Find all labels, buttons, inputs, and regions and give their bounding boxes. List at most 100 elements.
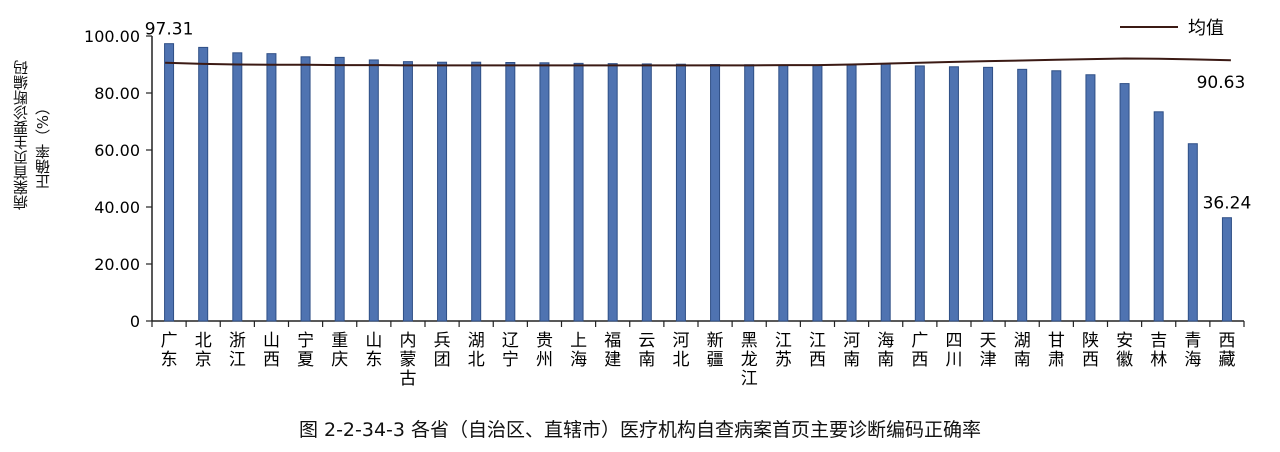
- x-tick-label: 夏: [297, 350, 314, 370]
- x-tick-label: 河: [672, 331, 689, 351]
- x-tick-label: 青: [1184, 331, 1201, 351]
- bar: [744, 64, 755, 322]
- x-tick-label: 林: [1150, 350, 1167, 370]
- axes: 0 20.00 40.00 60.00 80.00 100.00: [84, 27, 1245, 331]
- x-tick-label: 四: [945, 331, 962, 351]
- bar: [914, 65, 925, 322]
- bar: [300, 56, 311, 322]
- bar: [437, 61, 448, 322]
- x-tick-label: 辽: [502, 331, 519, 351]
- y-axis-label-line1: 病案首页主要诊断编码: [12, 60, 30, 210]
- x-tick-label: 福: [604, 331, 621, 351]
- bar: [1085, 74, 1096, 322]
- y-axis-label: 病案首页主要诊断编码 正确率（%）: [8, 60, 58, 300]
- x-tick-label: 北: [672, 350, 689, 370]
- legend: 均值: [1120, 18, 1224, 39]
- x-tick-label: 宁: [297, 331, 314, 351]
- legend-label: 均值: [1188, 18, 1224, 39]
- x-tick-label: 江: [229, 350, 246, 370]
- x-tick-label: 团: [434, 350, 451, 370]
- x-tick-label: 西: [911, 350, 928, 370]
- labels: 广东北京浙江山西宁夏重庆山东内蒙古兵团湖北辽宁贵州上海福建云南河北新疆黑龙江江苏…: [145, 20, 1252, 389]
- x-tick-label: 黑: [741, 331, 758, 351]
- x-tick-label: 古: [399, 369, 416, 389]
- bar: [471, 61, 482, 322]
- bar: [232, 52, 243, 322]
- y-tick-label: 100.00: [84, 27, 140, 46]
- bar: [880, 63, 891, 322]
- x-tick-label: 浙: [229, 331, 246, 351]
- x-tick-label: 河: [843, 331, 860, 351]
- bar: [948, 66, 959, 322]
- y-tick-label: 20.00: [94, 255, 140, 274]
- bars: [164, 43, 1232, 322]
- x-tick-label: 吉: [1150, 331, 1167, 351]
- bar: [1187, 143, 1198, 322]
- bar: [1017, 68, 1028, 322]
- x-tick-label: 山: [365, 331, 382, 351]
- x-tick-label: 南: [638, 350, 655, 370]
- bar: [368, 59, 379, 322]
- x-tick-label: 新: [707, 331, 724, 351]
- x-tick-label: 苏: [775, 350, 792, 370]
- x-tick-label: 江: [741, 369, 758, 389]
- x-tick-label: 广: [161, 331, 178, 351]
- bar: [846, 64, 857, 322]
- x-tick-label: 安: [1116, 331, 1133, 351]
- mean-line-layer: [165, 57, 1231, 67]
- data-label-last: 36.24: [1203, 194, 1252, 214]
- bar: [198, 46, 209, 322]
- x-tick-label: 陕: [1082, 331, 1099, 351]
- bar: [402, 61, 413, 322]
- x-tick-label: 西: [263, 350, 280, 370]
- chart-title: 图 2-2-34-3 各省（自治区、直辖市）医疗机构自查病案首页主要诊断编码正确…: [298, 419, 982, 441]
- x-tick-label: 北: [468, 350, 485, 370]
- x-tick-label: 江: [809, 331, 826, 351]
- x-tick-label: 肃: [1048, 350, 1065, 370]
- bar: [1051, 70, 1062, 322]
- x-tick-label: 湖: [1014, 331, 1031, 351]
- mean-line: [165, 57, 1231, 67]
- bar: [539, 62, 550, 322]
- y-tick-label: 60.00: [94, 141, 140, 160]
- x-tick-label: 重: [331, 331, 348, 351]
- x-tick-label: 海: [1184, 350, 1201, 370]
- y-tick-label: 0: [130, 312, 140, 331]
- x-tick-label: 北: [195, 331, 212, 351]
- x-tick-label: 内: [399, 331, 416, 351]
- bar: [164, 43, 175, 322]
- x-tick-label: 西: [1082, 350, 1099, 370]
- x-tick-label: 西: [809, 350, 826, 370]
- x-tick-label: 海: [570, 350, 587, 370]
- x-tick-label: 建: [604, 350, 621, 370]
- bar: [505, 62, 516, 322]
- bar: [983, 66, 994, 322]
- x-tick-label: 天: [980, 331, 997, 351]
- x-tick-label: 上: [570, 331, 587, 351]
- x-tick-label: 州: [536, 350, 553, 370]
- x-tick-label: 藏: [1218, 350, 1235, 370]
- x-tick-label: 疆: [707, 350, 724, 370]
- x-tick-label: 龙: [741, 350, 758, 370]
- bar: [641, 63, 652, 322]
- bar: [675, 63, 686, 322]
- x-tick-label: 海: [877, 331, 894, 351]
- x-tick-label: 东: [365, 350, 382, 370]
- bar: [778, 64, 789, 322]
- x-tick-label: 津: [980, 350, 997, 370]
- x-tick-label: 广: [911, 331, 928, 351]
- bar: [607, 63, 618, 322]
- bar: [1153, 111, 1164, 322]
- x-tick-label: 山: [263, 331, 280, 351]
- x-tick-label: 江: [775, 331, 792, 351]
- y-tick-label: 80.00: [94, 84, 140, 103]
- bar: [1221, 217, 1232, 322]
- x-tick-label: 东: [161, 350, 178, 370]
- data-label-mean: 90.63: [1197, 73, 1246, 93]
- x-tick-label: 徽: [1116, 350, 1133, 370]
- x-tick-label: 甘: [1048, 331, 1065, 351]
- x-tick-label: 蒙: [399, 350, 416, 370]
- x-tick-label: 京: [195, 350, 212, 370]
- x-tick-label: 湖: [468, 331, 485, 351]
